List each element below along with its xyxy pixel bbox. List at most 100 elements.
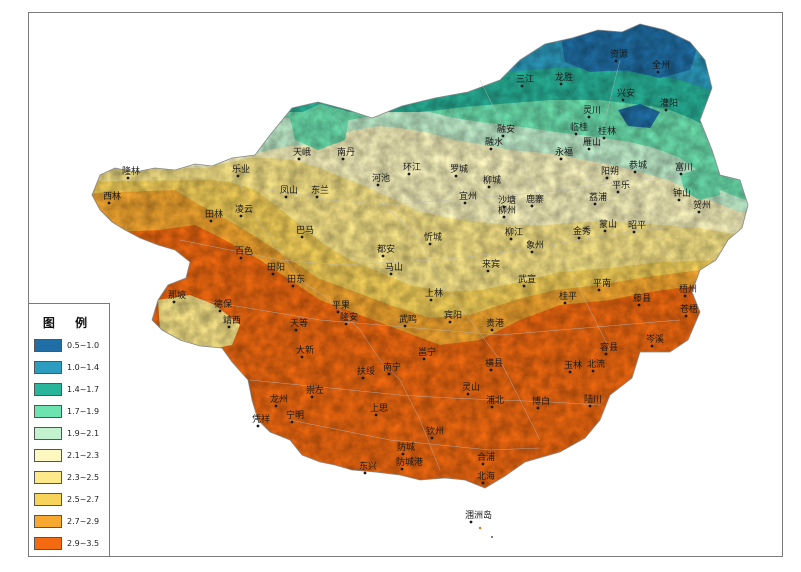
city-dot <box>490 328 494 332</box>
city-label: 灵山 <box>462 382 480 393</box>
legend-label: 2.3~2.5 <box>67 472 100 482</box>
city-dot <box>297 157 301 161</box>
city-dot <box>487 185 491 189</box>
city-label: 平乐 <box>612 179 630 191</box>
city-label: 横县 <box>485 357 503 369</box>
city-label: 防城 <box>397 441 415 453</box>
city-dot <box>463 201 467 205</box>
city-dot <box>256 424 260 428</box>
city-dot <box>603 229 607 233</box>
legend-label: 2.5~2.7 <box>67 494 100 504</box>
city-label: 蒙山 <box>599 218 617 230</box>
city-dot <box>502 205 506 209</box>
city-label: 钟山 <box>673 187 691 199</box>
city-label: 来宾 <box>482 258 500 270</box>
city-dot <box>568 370 572 374</box>
city-label: 北流 <box>587 358 605 370</box>
city-dot <box>300 355 304 359</box>
city-dot <box>374 413 378 417</box>
city-dot <box>310 395 314 399</box>
city-dot <box>605 176 609 180</box>
city-label: 柳城 <box>483 174 501 186</box>
city-label: 环江 <box>403 162 421 173</box>
city-dot <box>107 201 111 205</box>
legend-item: 2.7~2.9 <box>34 514 99 528</box>
legend-label: 2.7~2.9 <box>67 516 100 526</box>
legend-label: 1.9~2.1 <box>67 428 100 438</box>
city-label: 涠洲岛 <box>465 509 492 521</box>
city-dot <box>315 195 319 199</box>
city-label: 资源 <box>610 49 628 60</box>
city-label: 平果 <box>332 300 350 311</box>
city-dot <box>614 59 618 63</box>
city-label: 兴安 <box>617 87 635 99</box>
city-label: 百色 <box>235 245 253 257</box>
city-dot <box>428 242 432 246</box>
legend-item: 1.4~1.7 <box>34 382 99 396</box>
city-dot <box>389 272 393 276</box>
legend-label: 2.1~2.3 <box>67 450 100 460</box>
city-dot <box>291 284 295 288</box>
city-label: 靖西 <box>223 314 241 326</box>
city-dot <box>469 520 473 524</box>
city-dot <box>236 174 240 178</box>
city-dot <box>361 376 365 380</box>
city-label: 浦北 <box>486 394 504 406</box>
city-dot <box>656 70 660 74</box>
city-label: 梧州 <box>679 283 697 295</box>
city-label: 巴马 <box>296 225 314 236</box>
city-label: 北海 <box>477 470 495 482</box>
city-label: 陆川 <box>584 393 602 405</box>
city-label: 南丹 <box>337 146 355 158</box>
legend-swatch <box>34 404 62 418</box>
city-dot <box>294 328 298 332</box>
city-dot <box>587 147 591 151</box>
city-dot <box>530 204 534 208</box>
city-dot <box>381 254 385 258</box>
city-label: 田东 <box>287 273 305 285</box>
city-dot <box>597 288 601 292</box>
city-label: 天峨 <box>293 146 311 158</box>
city-dot <box>559 82 563 86</box>
city-dot <box>602 136 606 140</box>
city-dot <box>376 183 380 187</box>
city-label: 凤山 <box>280 185 298 196</box>
city-label: 都安 <box>377 243 395 255</box>
legend-item: 1.7~1.9 <box>34 404 99 418</box>
city-label: 邕宁 <box>418 346 436 358</box>
city-label: 乐业 <box>232 163 250 175</box>
city-dot <box>604 352 608 356</box>
city-dot <box>344 322 348 326</box>
city-dot <box>271 272 275 276</box>
legend-title: 图 例 <box>42 316 96 330</box>
city-dot <box>679 172 683 176</box>
city-label: 荔浦 <box>589 191 607 203</box>
city-dot <box>400 467 404 471</box>
city-dot <box>637 303 641 307</box>
city-label: 象州 <box>526 239 544 251</box>
city-label: 隆林 <box>122 165 140 177</box>
city-label: 容县 <box>600 341 618 353</box>
city-label: 河池 <box>372 172 390 184</box>
city-dot <box>363 471 367 475</box>
city-dot <box>387 372 391 376</box>
city-label: 贵港 <box>486 317 504 329</box>
city-dot <box>209 219 213 223</box>
city-label: 恭城 <box>629 160 647 171</box>
city-label: 龙胜 <box>555 71 573 83</box>
city-dot <box>632 230 636 234</box>
city-dot <box>593 202 597 206</box>
city-label: 扶绥 <box>357 365 375 377</box>
city-dot <box>448 320 452 324</box>
city-dot <box>218 309 222 313</box>
county-boundaries <box>179 59 701 471</box>
city-label: 藤县 <box>633 292 651 304</box>
legend-item: 0.5~1.0 <box>34 338 99 352</box>
city-label: 钦州 <box>426 425 444 437</box>
city-dot <box>239 256 243 260</box>
city-dot <box>677 198 681 202</box>
city-dot <box>430 436 434 440</box>
city-dot <box>466 392 470 396</box>
city-label: 那坡 <box>168 289 186 301</box>
